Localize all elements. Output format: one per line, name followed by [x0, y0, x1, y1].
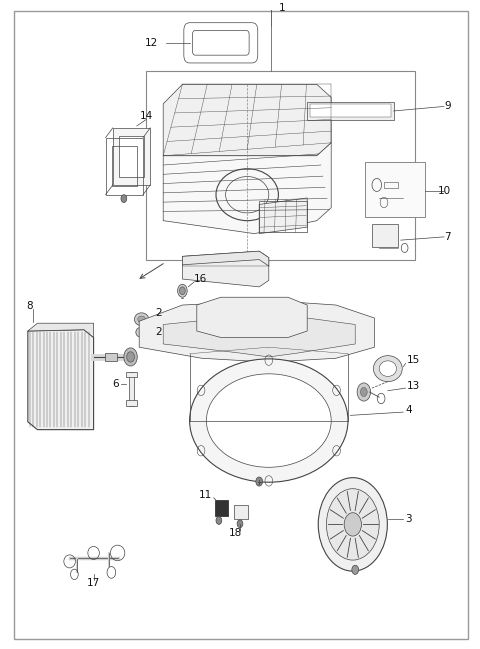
Text: 3: 3	[406, 514, 412, 524]
Circle shape	[256, 477, 263, 486]
Bar	[234, 505, 248, 519]
Polygon shape	[197, 297, 307, 337]
Circle shape	[360, 387, 367, 397]
Text: 14: 14	[140, 110, 153, 121]
Bar	[372, 224, 398, 247]
Bar	[310, 104, 391, 117]
Circle shape	[124, 348, 137, 366]
Bar	[126, 400, 137, 406]
Polygon shape	[163, 84, 331, 156]
Bar	[126, 372, 137, 377]
Bar	[112, 146, 137, 186]
Bar	[105, 353, 117, 361]
Bar	[119, 136, 144, 177]
Ellipse shape	[373, 356, 402, 382]
Polygon shape	[139, 302, 374, 362]
Polygon shape	[182, 251, 269, 287]
Polygon shape	[28, 323, 94, 337]
Ellipse shape	[138, 316, 145, 323]
Ellipse shape	[134, 313, 149, 326]
Bar	[106, 138, 143, 195]
Circle shape	[326, 489, 379, 560]
Text: 1: 1	[278, 3, 285, 13]
Bar	[113, 128, 150, 185]
Bar	[307, 102, 394, 120]
Text: 6: 6	[112, 379, 119, 389]
Polygon shape	[163, 143, 331, 234]
Text: 13: 13	[407, 381, 420, 391]
Polygon shape	[163, 317, 355, 357]
Bar	[384, 182, 398, 188]
Circle shape	[357, 383, 371, 401]
Circle shape	[178, 284, 187, 297]
Polygon shape	[28, 330, 94, 430]
Circle shape	[352, 565, 359, 574]
Bar	[146, 71, 415, 260]
Bar	[129, 372, 134, 406]
Text: 8: 8	[26, 301, 33, 312]
Circle shape	[344, 513, 361, 536]
Bar	[365, 162, 425, 217]
Circle shape	[127, 352, 134, 362]
Ellipse shape	[206, 374, 331, 467]
Text: 18: 18	[228, 528, 242, 539]
Circle shape	[216, 517, 222, 524]
Ellipse shape	[379, 361, 396, 376]
Circle shape	[121, 195, 127, 202]
Text: 16: 16	[194, 274, 207, 284]
Text: 12: 12	[145, 38, 158, 48]
Circle shape	[180, 287, 185, 295]
Text: 9: 9	[444, 101, 451, 112]
Bar	[259, 201, 307, 232]
Text: 4: 4	[406, 405, 412, 415]
Text: 10: 10	[438, 186, 451, 197]
Text: 7: 7	[444, 232, 451, 242]
Polygon shape	[259, 198, 307, 234]
Text: 15: 15	[407, 355, 420, 365]
Text: 2: 2	[155, 308, 162, 318]
Text: 2: 2	[155, 327, 162, 337]
Ellipse shape	[136, 327, 147, 337]
Bar	[215, 500, 228, 516]
Circle shape	[237, 520, 243, 528]
Circle shape	[318, 478, 387, 571]
Text: 11: 11	[199, 489, 212, 500]
Polygon shape	[182, 251, 269, 266]
Text: 17: 17	[87, 578, 100, 588]
Ellipse shape	[190, 359, 348, 482]
